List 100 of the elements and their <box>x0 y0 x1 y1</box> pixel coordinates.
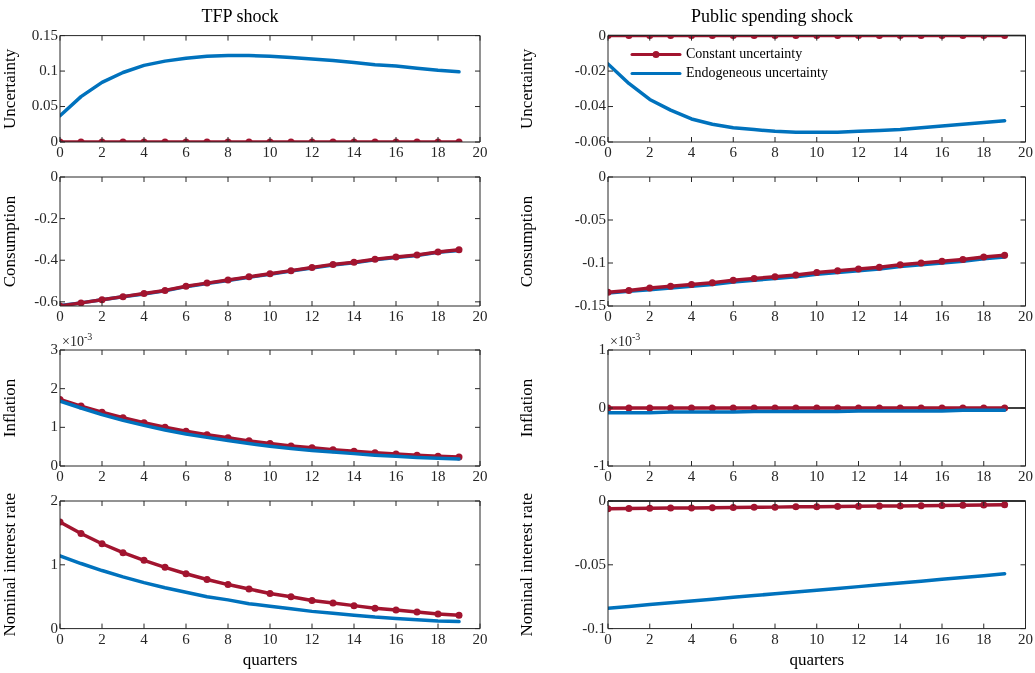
x-tick-label: 18 <box>976 307 992 324</box>
x-tick-label: 10 <box>262 467 278 484</box>
x-tick-label: 12 <box>304 143 320 160</box>
x-tick-label: 18 <box>976 467 992 484</box>
x-tick-label: 4 <box>140 467 149 484</box>
x-tick-label: 10 <box>262 143 278 160</box>
y-axis-title: Inflation <box>516 378 536 438</box>
x-tick-label: 2 <box>646 630 654 647</box>
x-tick-label: 12 <box>304 307 320 324</box>
x-tick-label: 8 <box>224 143 232 160</box>
y-tick-label: -0.1 <box>582 253 606 270</box>
x-tick-label: 12 <box>851 307 866 324</box>
x-tick-label: 12 <box>851 630 866 647</box>
y-tick-label: 0.15 <box>31 26 58 43</box>
x-tick-label: 18 <box>430 467 446 484</box>
y-tick-label: 0 <box>598 398 606 415</box>
x-axis-title: quarters <box>789 650 845 670</box>
x-tick-label: 16 <box>934 630 950 647</box>
x-tick-label: 16 <box>388 467 404 484</box>
x-tick-label: 12 <box>851 143 866 160</box>
y-tick-label: 0.1 <box>39 62 58 78</box>
x-tick-label: 6 <box>182 143 191 160</box>
y-tick-label: -0.4 <box>34 251 59 268</box>
y-tick-label: -0.2 <box>34 209 58 226</box>
x-tick-label: 4 <box>687 467 696 484</box>
y-tick-label: 1 <box>50 418 58 435</box>
y-axis-title: Uncertainty <box>0 48 19 129</box>
x-tick-label: 14 <box>892 143 909 160</box>
x-tick-label: 2 <box>646 467 654 484</box>
y-tick-label: 2 <box>50 491 58 508</box>
x-tick-label: 6 <box>729 467 738 484</box>
x-tick-label: 10 <box>809 467 825 484</box>
x-tick-label: 8 <box>224 630 232 647</box>
x-tick-label: 16 <box>934 143 950 160</box>
x-tick-label: 8 <box>224 307 232 324</box>
y-axis-title: Consumption <box>516 195 536 288</box>
x-tick-label: 6 <box>729 630 738 647</box>
x-tick-label: 8 <box>771 467 779 484</box>
x-tick-label: 10 <box>809 143 825 160</box>
x-tick-label: 10 <box>809 630 825 647</box>
x-tick-label: 6 <box>729 307 738 324</box>
x-tick-label: 20 <box>472 630 488 647</box>
x-tick-label: 8 <box>771 143 779 160</box>
x-tick-label: 16 <box>388 307 404 324</box>
x-tick-label: 20 <box>1018 467 1033 484</box>
x-tick-label: 14 <box>892 467 909 484</box>
x-tick-label: 16 <box>934 467 950 484</box>
x-tick-label: 10 <box>809 307 825 324</box>
x-tick-label: 12 <box>304 630 320 647</box>
x-tick-label: 2 <box>98 630 106 647</box>
y-tick-label: 0 <box>598 26 606 43</box>
x-tick-label: 14 <box>892 307 909 324</box>
x-tick-label: 2 <box>98 467 106 484</box>
y-tick-label: -0.05 <box>574 210 606 227</box>
y-tick-label: 3 <box>50 340 58 357</box>
y-axis-title: Consumption <box>0 195 19 288</box>
x-tick-label: 6 <box>729 143 738 160</box>
x-tick-label: 10 <box>262 307 278 324</box>
x-tick-label: 4 <box>687 630 696 647</box>
x-tick-label: 6 <box>182 630 191 647</box>
x-tick-label: 2 <box>98 307 106 324</box>
x-tick-label: 16 <box>388 143 404 160</box>
y-axis-title: Inflation <box>0 378 19 438</box>
x-tick-label: 2 <box>98 143 106 160</box>
y-tick-label: 0 <box>598 491 606 508</box>
y-tick-label: -0.1 <box>582 619 606 636</box>
y-tick-label: -0.04 <box>574 97 607 114</box>
chart-title: Public spending shock <box>691 5 853 26</box>
x-tick-label: 18 <box>976 143 992 160</box>
y-tick-label: 1 <box>50 555 58 572</box>
x-tick-label: 2 <box>646 143 654 160</box>
x-tick-label: 20 <box>472 307 488 324</box>
x-tick-label: 4 <box>687 307 696 324</box>
x-tick-label: 20 <box>1018 307 1033 324</box>
x-tick-label: 18 <box>430 143 446 160</box>
x-tick-label: 8 <box>771 630 779 647</box>
x-tick-label: 14 <box>346 307 362 324</box>
x-tick-label: 4 <box>140 143 149 160</box>
x-tick-label: 16 <box>388 630 404 647</box>
x-tick-label: 4 <box>140 630 149 647</box>
x-tick-label: 8 <box>224 467 232 484</box>
x-tick-label: 20 <box>1018 630 1033 647</box>
y-axis-title: Uncertainty <box>516 48 536 129</box>
x-tick-label: 12 <box>304 467 320 484</box>
legend-label: Constant uncertainty <box>686 46 803 62</box>
y-tick-label: 0 <box>598 167 606 184</box>
x-tick-label: 12 <box>851 467 866 484</box>
x-tick-label: 8 <box>771 307 779 324</box>
x-tick-label: 10 <box>262 630 278 647</box>
y-tick-label: 2 <box>50 379 58 396</box>
x-tick-label: 14 <box>346 143 362 160</box>
chart-title: TFP shock <box>201 5 279 26</box>
y-tick-label: -0.02 <box>574 62 606 78</box>
x-tick-label: 20 <box>472 467 488 484</box>
x-tick-label: 18 <box>976 630 992 647</box>
x-tick-label: 16 <box>934 307 950 324</box>
x-tick-label: 6 <box>182 467 191 484</box>
legend-label: Endogeneous uncertainty <box>686 65 828 81</box>
y-axis-title: Nominal interest rate <box>0 493 19 637</box>
x-tick-label: 14 <box>892 630 909 647</box>
